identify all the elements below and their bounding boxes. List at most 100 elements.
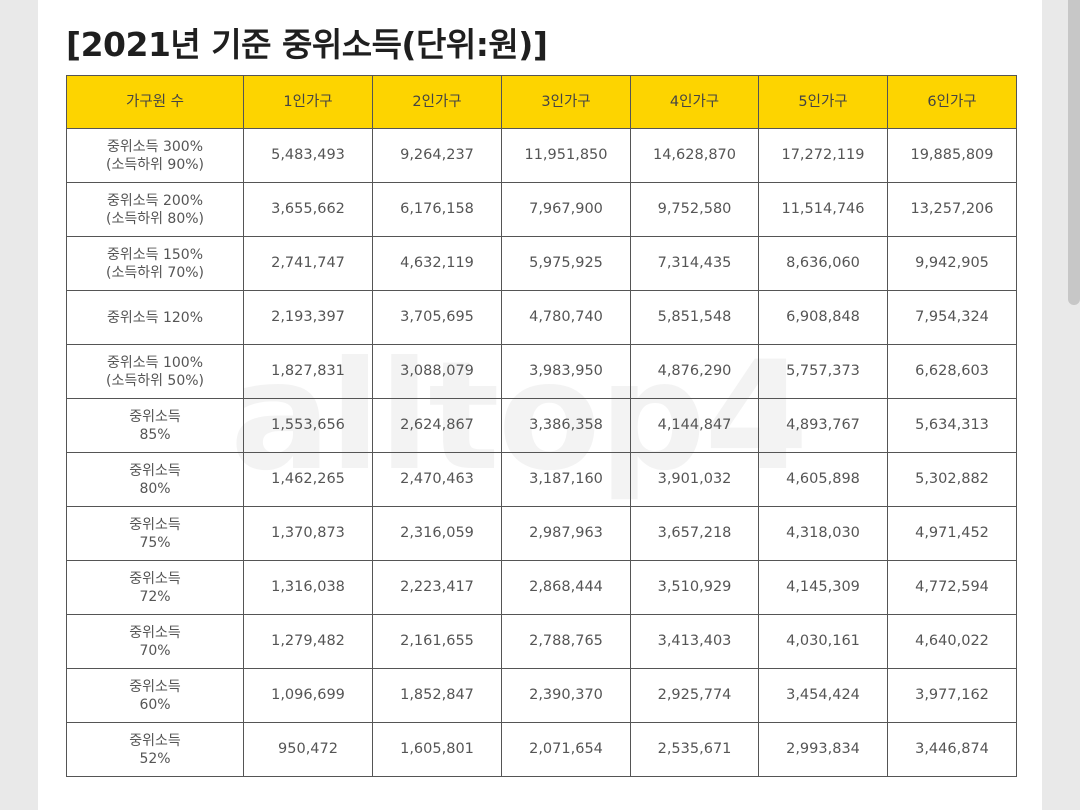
row-label-line1: 중위소득 <box>129 732 181 749</box>
header-1-person: 1인가구 <box>243 75 373 129</box>
income-cell-2-person: 3,705,695 <box>372 290 502 345</box>
income-cell-2-person: 1,605,801 <box>372 722 502 777</box>
income-cell-5-person: 11,514,746 <box>758 182 888 237</box>
income-cell-2-person: 2,316,059 <box>372 506 502 561</box>
income-cell-4-person: 3,413,403 <box>630 614 759 669</box>
income-cell-6-person: 3,446,874 <box>887 722 1017 777</box>
income-cell-4-person: 3,901,032 <box>630 452 759 507</box>
row-label-line2: 52% <box>139 750 171 767</box>
header-5-person: 5인가구 <box>758 75 888 129</box>
row-label-line1: 중위소득 <box>129 624 181 641</box>
income-cell-5-person: 3,454,424 <box>758 668 888 723</box>
income-cell-6-person: 19,885,809 <box>887 128 1017 183</box>
income-cell-1-person: 5,483,493 <box>243 128 373 183</box>
income-cell-2-person: 2,624,867 <box>372 398 502 453</box>
income-cell-5-person: 4,145,309 <box>758 560 888 615</box>
income-cell-6-person: 5,634,313 <box>887 398 1017 453</box>
income-cell-3-person: 2,987,963 <box>501 506 631 561</box>
income-cell-2-person: 3,088,079 <box>372 344 502 399</box>
row-label: 중위소득 60% <box>66 668 244 723</box>
row-label-line1: 중위소득 <box>129 570 181 587</box>
income-cell-6-person: 7,954,324 <box>887 290 1017 345</box>
header-6-person: 6인가구 <box>887 75 1017 129</box>
income-cell-6-person: 3,977,162 <box>887 668 1017 723</box>
income-cell-3-person: 2,390,370 <box>501 668 631 723</box>
income-cell-3-person: 4,780,740 <box>501 290 631 345</box>
table-row: 중위소득 200% (소득하위 80%) 3,655,662 6,176,158 7,9… <box>66 182 1017 237</box>
income-cell-5-person: 4,030,161 <box>758 614 888 669</box>
income-cell-1-person: 950,472 <box>243 722 373 777</box>
income-cell-4-person: 9,752,580 <box>630 182 759 237</box>
median-income-table: 가구원 수 1인가구 2인가구 3인가구 4인가구 5인가구 6인가구 중위소득… <box>66 75 1017 777</box>
income-cell-1-person: 1,553,656 <box>243 398 373 453</box>
income-cell-4-person: 4,144,847 <box>630 398 759 453</box>
income-cell-4-person: 14,628,870 <box>630 128 759 183</box>
income-cell-5-person: 4,318,030 <box>758 506 888 561</box>
income-cell-2-person: 4,632,119 <box>372 236 502 291</box>
income-cell-1-person: 1,096,699 <box>243 668 373 723</box>
income-cell-3-person: 7,967,900 <box>501 182 631 237</box>
income-cell-6-person: 6,628,603 <box>887 344 1017 399</box>
income-cell-1-person: 1,827,831 <box>243 344 373 399</box>
table-row: 중위소득 150% (소득하위 70%) 2,741,747 4,632,119 5,9… <box>66 236 1017 291</box>
income-cell-4-person: 4,876,290 <box>630 344 759 399</box>
row-label-line2: 70% <box>139 642 171 659</box>
table-body: 중위소득 300% (소득하위 90%) 5,483,493 9,264,237 11,… <box>66 128 1017 777</box>
row-label: 중위소득 85% <box>66 398 244 453</box>
header-3-person: 3인가구 <box>501 75 631 129</box>
income-cell-2-person: 2,470,463 <box>372 452 502 507</box>
row-label-line1: 중위소득 <box>129 462 181 479</box>
income-cell-4-person: 2,925,774 <box>630 668 759 723</box>
row-label-line1: 중위소득 300% <box>107 138 203 155</box>
income-cell-3-person: 5,975,925 <box>501 236 631 291</box>
income-cell-3-person: 2,868,444 <box>501 560 631 615</box>
income-cell-3-person: 3,983,950 <box>501 344 631 399</box>
row-label-line2: (소득하위 80%) <box>105 210 204 227</box>
income-cell-2-person: 2,223,417 <box>372 560 502 615</box>
income-cell-3-person: 3,187,160 <box>501 452 631 507</box>
header-household-size: 가구원 수 <box>66 75 244 129</box>
row-label-line1: 중위소득 100% <box>107 354 203 371</box>
income-cell-5-person: 4,893,767 <box>758 398 888 453</box>
header-2-person: 2인가구 <box>372 75 502 129</box>
table-row: 중위소득 100% (소득하위 50%) 1,827,831 3,088,079 3,9… <box>66 344 1017 399</box>
income-cell-3-person: 2,788,765 <box>501 614 631 669</box>
row-label: 중위소득 70% <box>66 614 244 669</box>
income-cell-2-person: 6,176,158 <box>372 182 502 237</box>
income-cell-5-person: 2,993,834 <box>758 722 888 777</box>
income-cell-5-person: 4,605,898 <box>758 452 888 507</box>
income-cell-2-person: 1,852,847 <box>372 668 502 723</box>
row-label-line2: 75% <box>139 534 171 551</box>
row-label-line1: 중위소득 200% <box>107 192 203 209</box>
income-cell-1-person: 2,741,747 <box>243 236 373 291</box>
row-label: 중위소득 52% <box>66 722 244 777</box>
income-cell-6-person: 4,971,452 <box>887 506 1017 561</box>
income-cell-1-person: 1,370,873 <box>243 506 373 561</box>
table-row: 중위소득 60% 1,096,699 1,852,847 2,390,370 2,925,… <box>66 668 1017 723</box>
row-label: 중위소득 80% <box>66 452 244 507</box>
row-label: 중위소득 75% <box>66 506 244 561</box>
income-cell-4-person: 2,535,671 <box>630 722 759 777</box>
income-cell-6-person: 13,257,206 <box>887 182 1017 237</box>
row-label-line2: 85% <box>139 426 171 443</box>
row-label-line2: 60% <box>139 696 171 713</box>
table-row: 중위소득 52% 950,472 1,605,801 2,071,654 2,535,67… <box>66 722 1017 777</box>
income-cell-4-person: 5,851,548 <box>630 290 759 345</box>
row-label: 중위소득 200% (소득하위 80%) <box>66 182 244 237</box>
table-row: 중위소득 300% (소득하위 90%) 5,483,493 9,264,237 11,… <box>66 128 1017 183</box>
income-cell-2-person: 2,161,655 <box>372 614 502 669</box>
income-cell-1-person: 1,279,482 <box>243 614 373 669</box>
row-label: 중위소득 72% <box>66 560 244 615</box>
table-row: 중위소득 75% 1,370,873 2,316,059 2,987,963 3,657,… <box>66 506 1017 561</box>
scrollbar[interactable] <box>1068 0 1080 305</box>
row-label-line2: (소득하위 70%) <box>105 264 204 281</box>
row-label-line1: 중위소득 <box>129 408 181 425</box>
income-cell-6-person: 4,772,594 <box>887 560 1017 615</box>
row-label-line2: (소득하위 90%) <box>105 156 204 173</box>
income-cell-3-person: 11,951,850 <box>501 128 631 183</box>
income-cell-5-person: 8,636,060 <box>758 236 888 291</box>
table-row: 중위소득 80% 1,462,265 2,470,463 3,187,160 3,901,… <box>66 452 1017 507</box>
income-cell-5-person: 17,272,119 <box>758 128 888 183</box>
income-cell-4-person: 3,510,929 <box>630 560 759 615</box>
income-cell-5-person: 5,757,373 <box>758 344 888 399</box>
